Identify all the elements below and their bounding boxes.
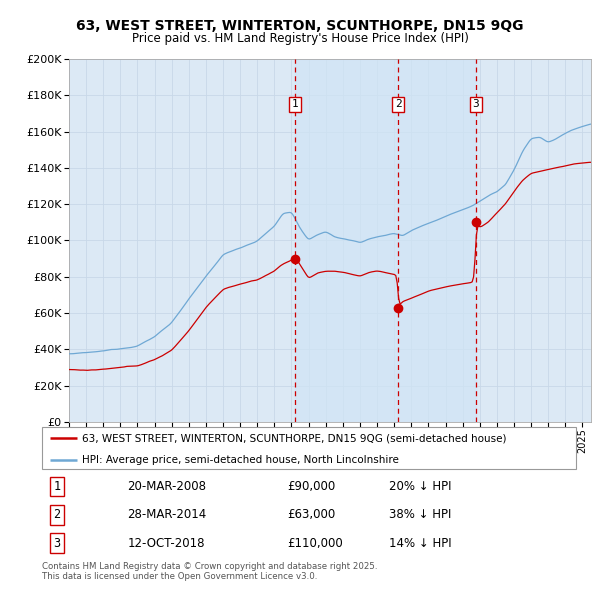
Text: 1: 1 xyxy=(292,99,299,109)
Bar xyxy=(295,59,476,422)
Text: 3: 3 xyxy=(473,99,479,109)
FancyBboxPatch shape xyxy=(42,427,576,469)
Text: 2: 2 xyxy=(53,508,61,522)
Text: 20-MAR-2008: 20-MAR-2008 xyxy=(127,480,206,493)
Text: 1: 1 xyxy=(53,480,61,493)
Text: 20% ↓ HPI: 20% ↓ HPI xyxy=(389,480,452,493)
Text: £110,000: £110,000 xyxy=(287,536,343,549)
Text: Contains HM Land Registry data © Crown copyright and database right 2025.
This d: Contains HM Land Registry data © Crown c… xyxy=(42,562,377,581)
Text: 63, WEST STREET, WINTERTON, SCUNTHORPE, DN15 9QG: 63, WEST STREET, WINTERTON, SCUNTHORPE, … xyxy=(76,19,524,33)
Text: 3: 3 xyxy=(53,536,61,549)
Text: 63, WEST STREET, WINTERTON, SCUNTHORPE, DN15 9QG (semi-detached house): 63, WEST STREET, WINTERTON, SCUNTHORPE, … xyxy=(82,434,506,444)
Text: Price paid vs. HM Land Registry's House Price Index (HPI): Price paid vs. HM Land Registry's House … xyxy=(131,32,469,45)
Text: 14% ↓ HPI: 14% ↓ HPI xyxy=(389,536,452,549)
Text: £63,000: £63,000 xyxy=(287,508,336,522)
Text: HPI: Average price, semi-detached house, North Lincolnshire: HPI: Average price, semi-detached house,… xyxy=(82,455,399,465)
Text: 38% ↓ HPI: 38% ↓ HPI xyxy=(389,508,451,522)
Text: 28-MAR-2014: 28-MAR-2014 xyxy=(127,508,206,522)
Text: 2: 2 xyxy=(395,99,401,109)
Text: 12-OCT-2018: 12-OCT-2018 xyxy=(127,536,205,549)
Text: £90,000: £90,000 xyxy=(287,480,336,493)
